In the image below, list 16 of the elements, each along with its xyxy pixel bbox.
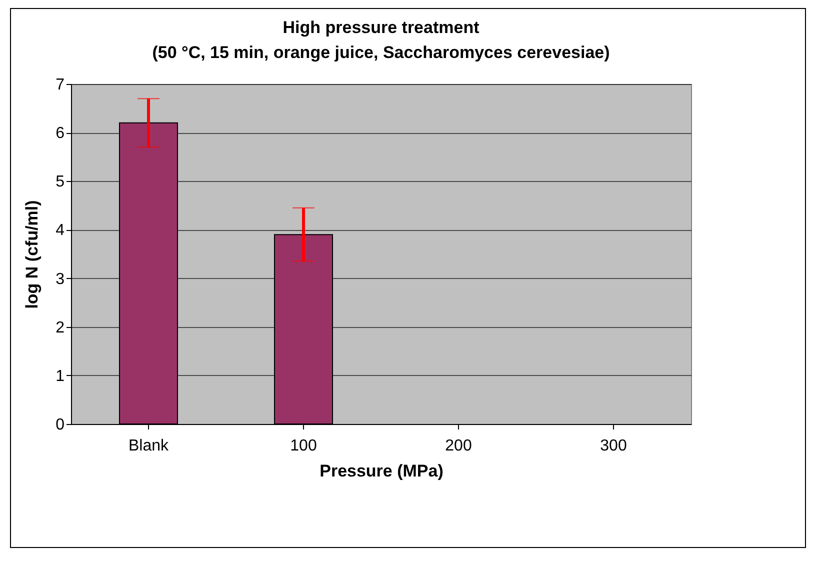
y-tick-label: 0	[56, 416, 65, 434]
y-tick-label: 6	[56, 125, 65, 142]
chart-subtitle: (50 °C, 15 min, orange juice, Saccharomyces cerevesiae)	[152, 43, 610, 62]
y-tick-label: 4	[56, 222, 65, 240]
chart-title: High pressure treatment	[282, 18, 480, 37]
x-tick-label: Blank	[128, 438, 170, 454]
y-axis-title: log N (cfu/ml)	[22, 200, 42, 309]
x-tick-label: 200	[445, 438, 472, 454]
y-tick-label: 1	[56, 368, 65, 385]
x-tick-label: 300	[600, 438, 627, 454]
y-tick-label: 2	[56, 319, 65, 336]
y-tick-label: 3	[56, 270, 65, 288]
y-tick-label: 5	[56, 174, 65, 191]
x-tick-label: 100	[290, 438, 317, 454]
x-axis-title: Pressure (MPa)	[320, 462, 444, 480]
y-tick-label: 7	[56, 76, 65, 94]
